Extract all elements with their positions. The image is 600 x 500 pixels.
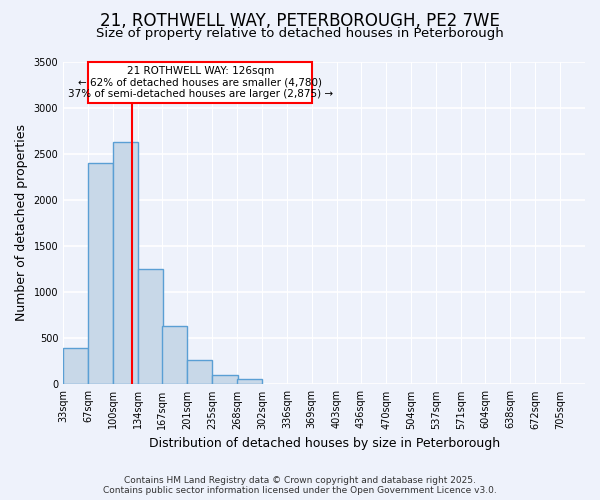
Bar (88, 163, 113, 384)
Text: Size of property relative to detached houses in Peterborough: Size of property relative to detached ho… (96, 28, 504, 40)
Text: 21 ROTHWELL WAY: 126sqm
← 62% of detached houses are smaller (4,780)
37% of semi: 21 ROTHWELL WAY: 126sqm ← 62% of detache… (68, 66, 333, 99)
Y-axis label: Number of detached properties: Number of detached properties (15, 124, 28, 322)
Text: Contains HM Land Registry data © Crown copyright and database right 2025.
Contai: Contains HM Land Registry data © Crown c… (103, 476, 497, 495)
Bar (212, 374, 238, 384)
X-axis label: Distribution of detached houses by size in Peterborough: Distribution of detached houses by size … (149, 437, 500, 450)
Bar (138, 268, 163, 384)
FancyBboxPatch shape (88, 62, 312, 103)
Bar (113, 142, 138, 384)
Text: 21, ROTHWELL WAY, PETERBOROUGH, PE2 7WE: 21, ROTHWELL WAY, PETERBOROUGH, PE2 7WE (100, 12, 500, 30)
Bar (162, 326, 187, 384)
Bar (63, 348, 88, 384)
Bar (237, 380, 262, 384)
Bar (187, 360, 212, 384)
